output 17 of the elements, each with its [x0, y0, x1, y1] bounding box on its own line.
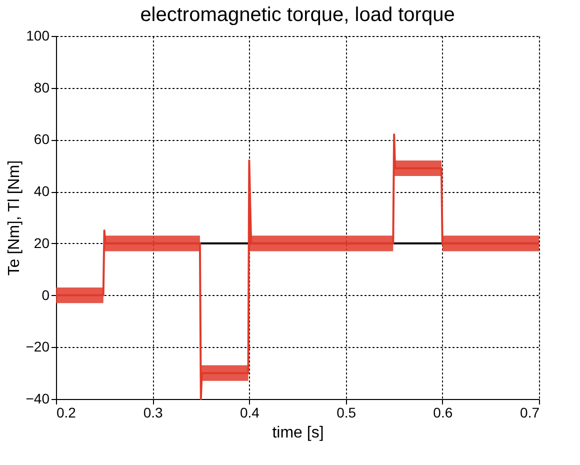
y-tick-label: −40 [26, 390, 50, 406]
y-tick-label: 0 [42, 286, 50, 303]
y-tick-label: 100 [26, 28, 50, 44]
y-axis-title: Te [Nm], Tl [Nm] [6, 160, 23, 276]
x-axis-title: time [s] [272, 424, 324, 442]
y-tick-label: −20 [26, 338, 50, 355]
x-tick-label: 0.6 [433, 404, 453, 420]
x-tick-label: 0.2 [56, 404, 76, 420]
chart-title: electromagnetic torque, load torque [140, 4, 455, 26]
y-tick-label: 20 [34, 234, 50, 251]
x-tick-label: 0.5 [336, 404, 356, 420]
y-tick-label: 60 [34, 131, 50, 148]
x-tick-label: 0.4 [240, 404, 260, 420]
y-tick-label: 40 [34, 183, 50, 200]
x-tick-label: 0.7 [520, 404, 540, 420]
x-tick-label: 0.3 [143, 404, 164, 420]
y-tick-label: 80 [34, 79, 50, 96]
